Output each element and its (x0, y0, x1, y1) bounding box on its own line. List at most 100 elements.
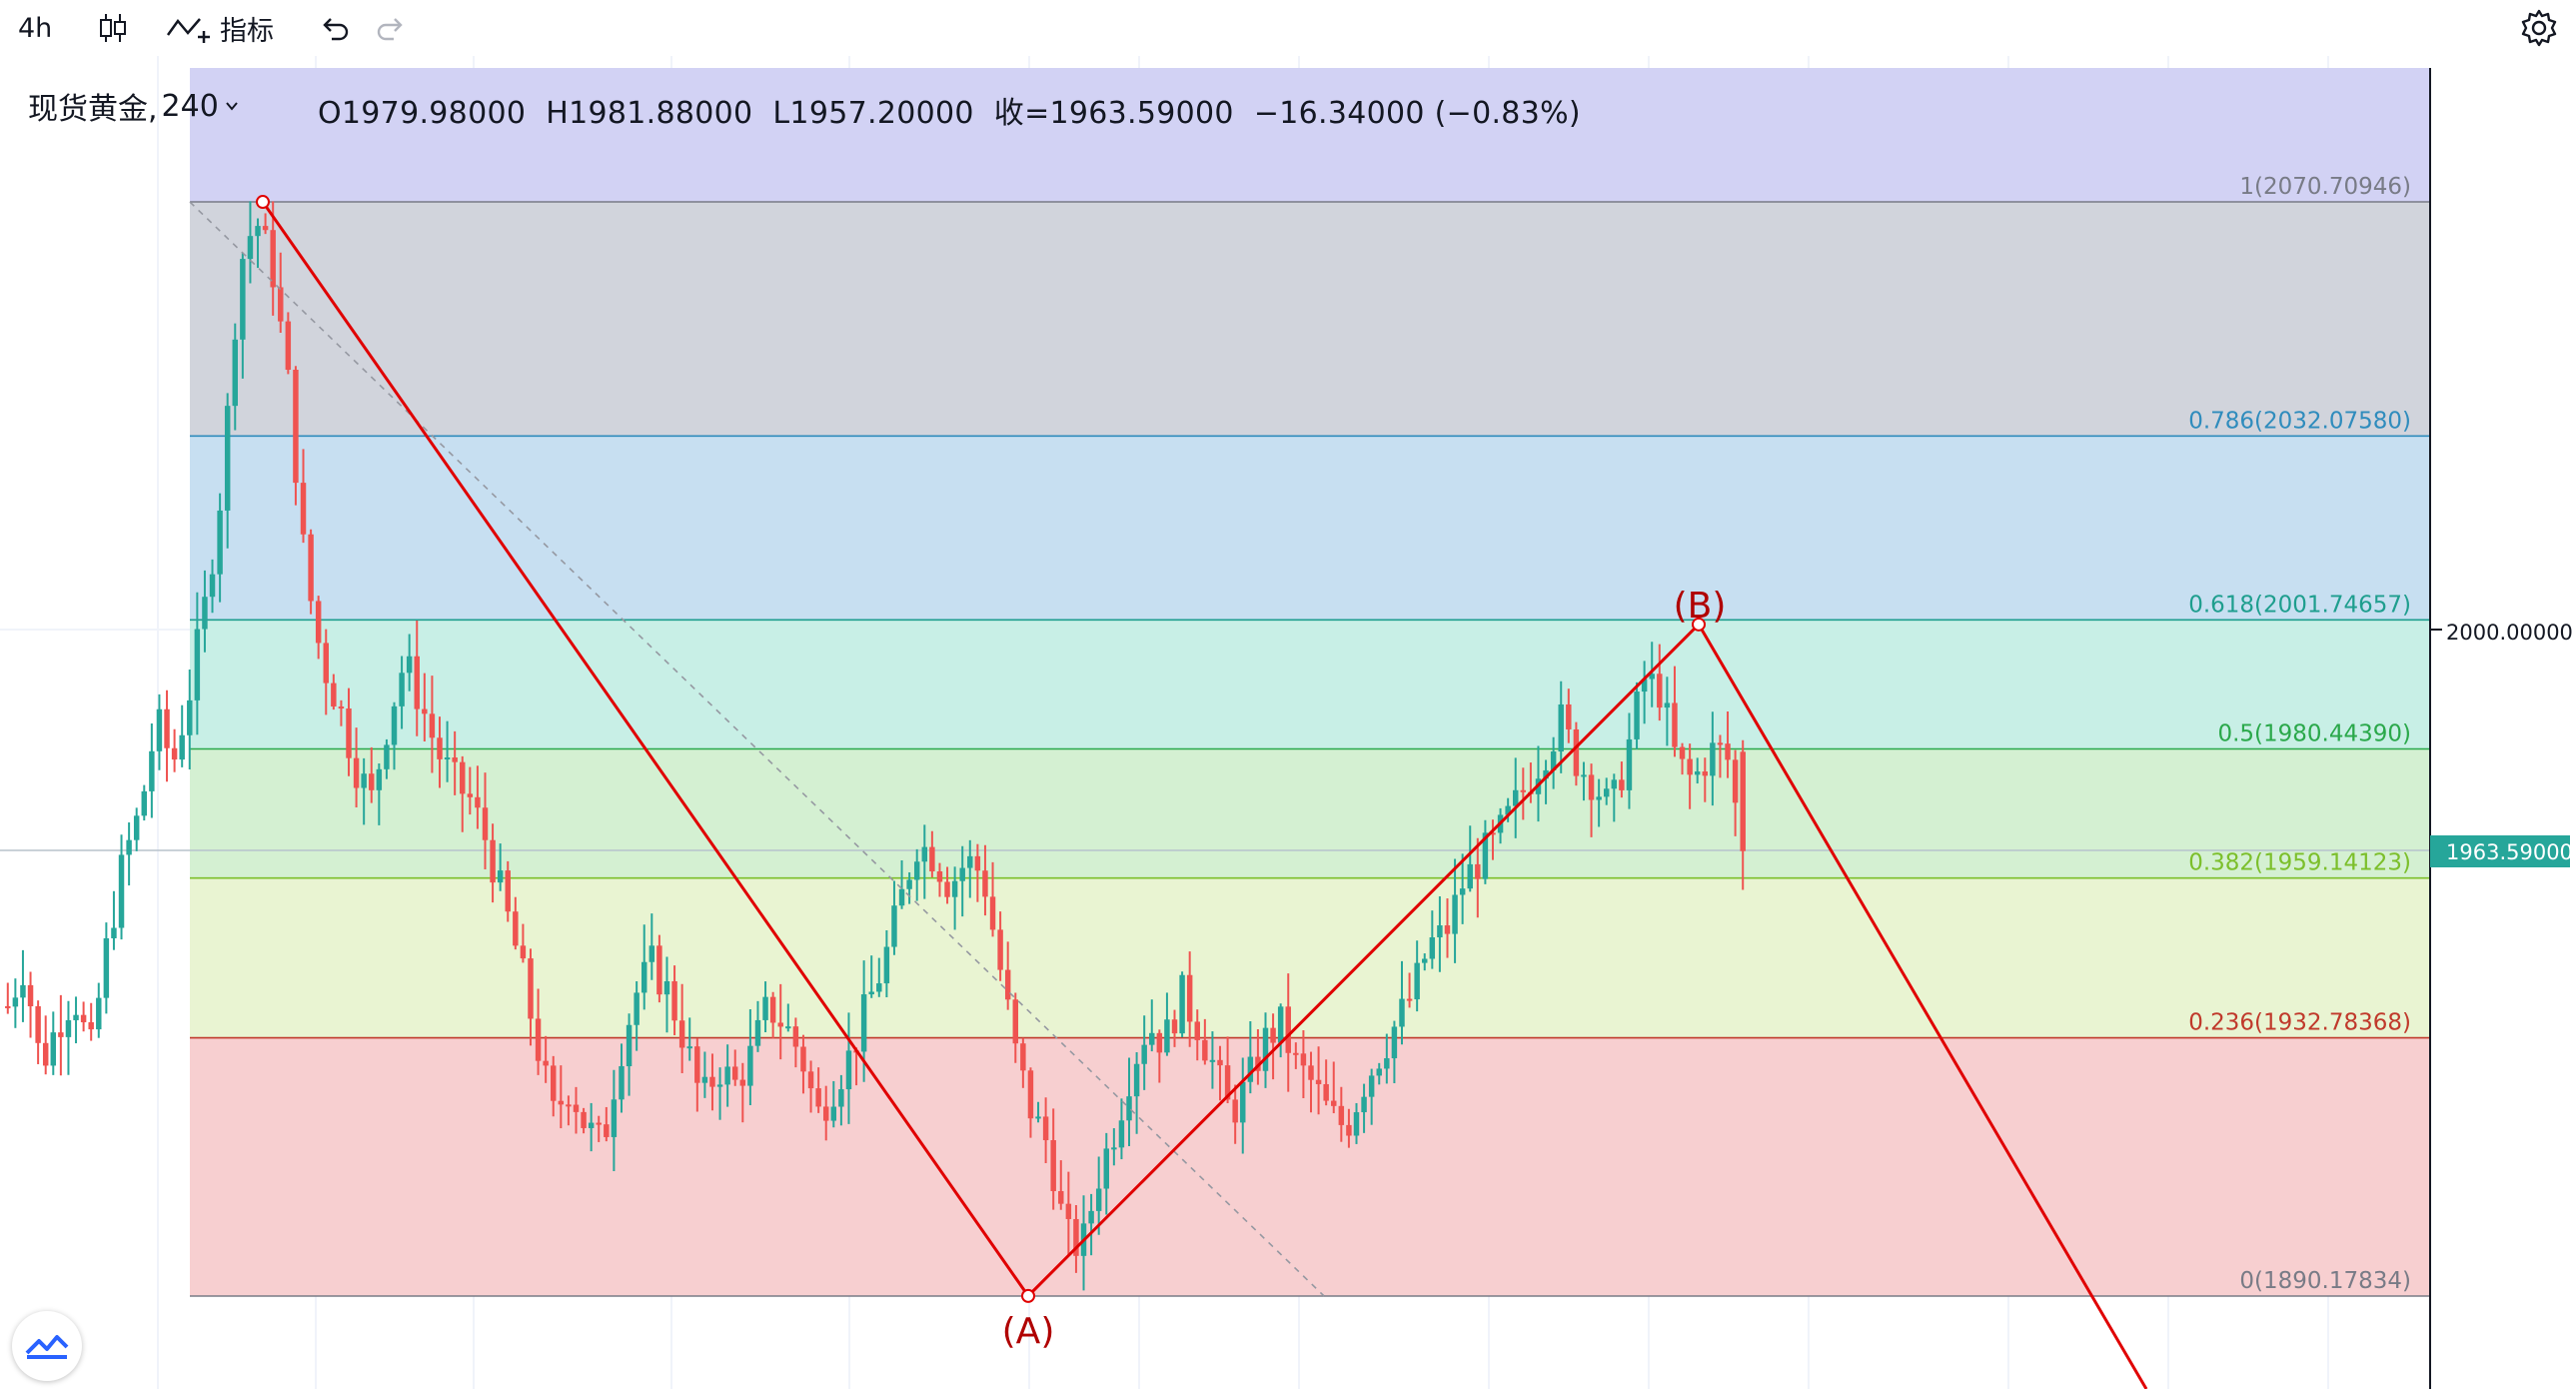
candlestick-icon (100, 14, 126, 42)
close-value: 收=1963.59000 (993, 96, 1234, 131)
chart-type-button[interactable] (96, 0, 130, 56)
candle-body (1058, 1190, 1064, 1204)
candle-body (1490, 832, 1496, 835)
candle-body (1149, 1032, 1155, 1045)
candle-body (626, 1024, 633, 1066)
fib-level-label: 1(2070.70946) (2239, 174, 2411, 200)
candle-body (1679, 746, 1686, 759)
candle-body (1338, 1105, 1345, 1125)
candle-body (384, 744, 390, 769)
candle-body (475, 796, 481, 808)
undo-button[interactable] (318, 0, 352, 56)
candle-body (656, 945, 662, 995)
candle-body (1103, 1148, 1109, 1189)
candle-body (1649, 674, 1655, 680)
candle-body (88, 1022, 94, 1030)
candle-body (141, 790, 148, 816)
candle-body (596, 1122, 602, 1125)
candle-body (399, 673, 405, 706)
candle-body (619, 1065, 625, 1100)
candle-body (1095, 1188, 1102, 1211)
interval-button[interactable]: 4h (18, 0, 52, 56)
candle-body (96, 997, 102, 1030)
candle-body (58, 1032, 64, 1037)
undo-icon (323, 18, 349, 41)
wave-pattern[interactable]: (A) (B) (256, 195, 2148, 1389)
candle-body (1065, 1203, 1072, 1219)
candle-body (171, 747, 178, 760)
indicators-button[interactable]: 指标 (166, 0, 274, 56)
candle-body (1012, 999, 1019, 1044)
candle-body (247, 236, 254, 260)
candle-body (716, 1084, 723, 1087)
candle-body (187, 699, 193, 735)
candle-body (1217, 1059, 1223, 1066)
candle-body (686, 1046, 692, 1049)
candle-body (300, 483, 307, 535)
candle-body (1323, 1083, 1329, 1101)
candle-body (1520, 789, 1527, 792)
wave-point-handle[interactable] (1021, 1288, 1035, 1303)
ohlc-values: O1979.98000 H1981.88000 L1957.20000 收=1963.… (318, 88, 1601, 132)
candle-body (1513, 789, 1519, 806)
candle-body (1573, 728, 1580, 776)
candle-body (1224, 1065, 1231, 1100)
symbol-legend[interactable]: 现货黄金, 240 (28, 84, 241, 128)
fib-level-label: 0.382(1959.14123) (2188, 850, 2411, 876)
candle-body (1444, 925, 1451, 934)
wave-point-handle[interactable] (256, 195, 270, 210)
candle-body (1285, 1006, 1291, 1053)
candle-body (762, 996, 768, 1020)
candle-body (1277, 1006, 1284, 1043)
candle-body (331, 683, 337, 707)
candle-body (1422, 958, 1428, 963)
candle-body (785, 1026, 791, 1029)
candle-body (467, 793, 474, 797)
candle-body (1429, 937, 1436, 959)
candle-body (959, 867, 965, 881)
candle-body (217, 510, 223, 575)
wave-point-handle[interactable] (1692, 617, 1706, 632)
candle-body (1141, 1044, 1147, 1064)
candle-body (1004, 969, 1011, 1000)
candle-body (777, 1022, 783, 1027)
candle-body (520, 945, 527, 959)
candle-body (1611, 779, 1618, 789)
candle-body (255, 226, 261, 237)
candle-body (497, 870, 504, 883)
wave-label-b: (B) (1674, 586, 1727, 627)
candle-body (1300, 1053, 1307, 1066)
candle-body (588, 1122, 595, 1128)
candle-body (308, 534, 314, 602)
candle-body (1247, 1056, 1254, 1082)
candle-body (1687, 758, 1693, 775)
tradingview-logo[interactable] (12, 1311, 82, 1381)
candle-body (573, 1104, 580, 1112)
candle-body (1657, 674, 1663, 708)
candle-body (1133, 1063, 1140, 1097)
fib-level-label: 0(1890.17834) (2239, 1268, 2411, 1294)
candle-body (490, 839, 496, 883)
price-chart[interactable]: 1(2070.70946) 0.786(2032.07580) 0.618(2001… (0, 56, 2576, 1389)
candle-body (270, 230, 276, 288)
redo-button[interactable] (374, 0, 408, 56)
candle-body (898, 888, 905, 906)
candle-body (1588, 774, 1595, 800)
wave-line[interactable] (261, 201, 2148, 1389)
candle-body (164, 708, 170, 748)
last-price-badge (2430, 835, 2570, 867)
candle-body (376, 768, 383, 790)
settings-button[interactable] (2518, 0, 2560, 56)
low-value: L1957.20000 (772, 96, 974, 131)
candle-body (1475, 863, 1481, 879)
candle-body (1505, 805, 1511, 815)
candle-body (1725, 743, 1731, 760)
candle-body (724, 1066, 730, 1085)
candle-body (315, 601, 322, 644)
candle-body (1566, 703, 1572, 729)
candle-body (921, 846, 928, 862)
chevron-down-icon (226, 102, 238, 111)
candle-body (12, 997, 19, 1007)
candle-body (838, 1089, 844, 1107)
candle-body (414, 656, 420, 709)
